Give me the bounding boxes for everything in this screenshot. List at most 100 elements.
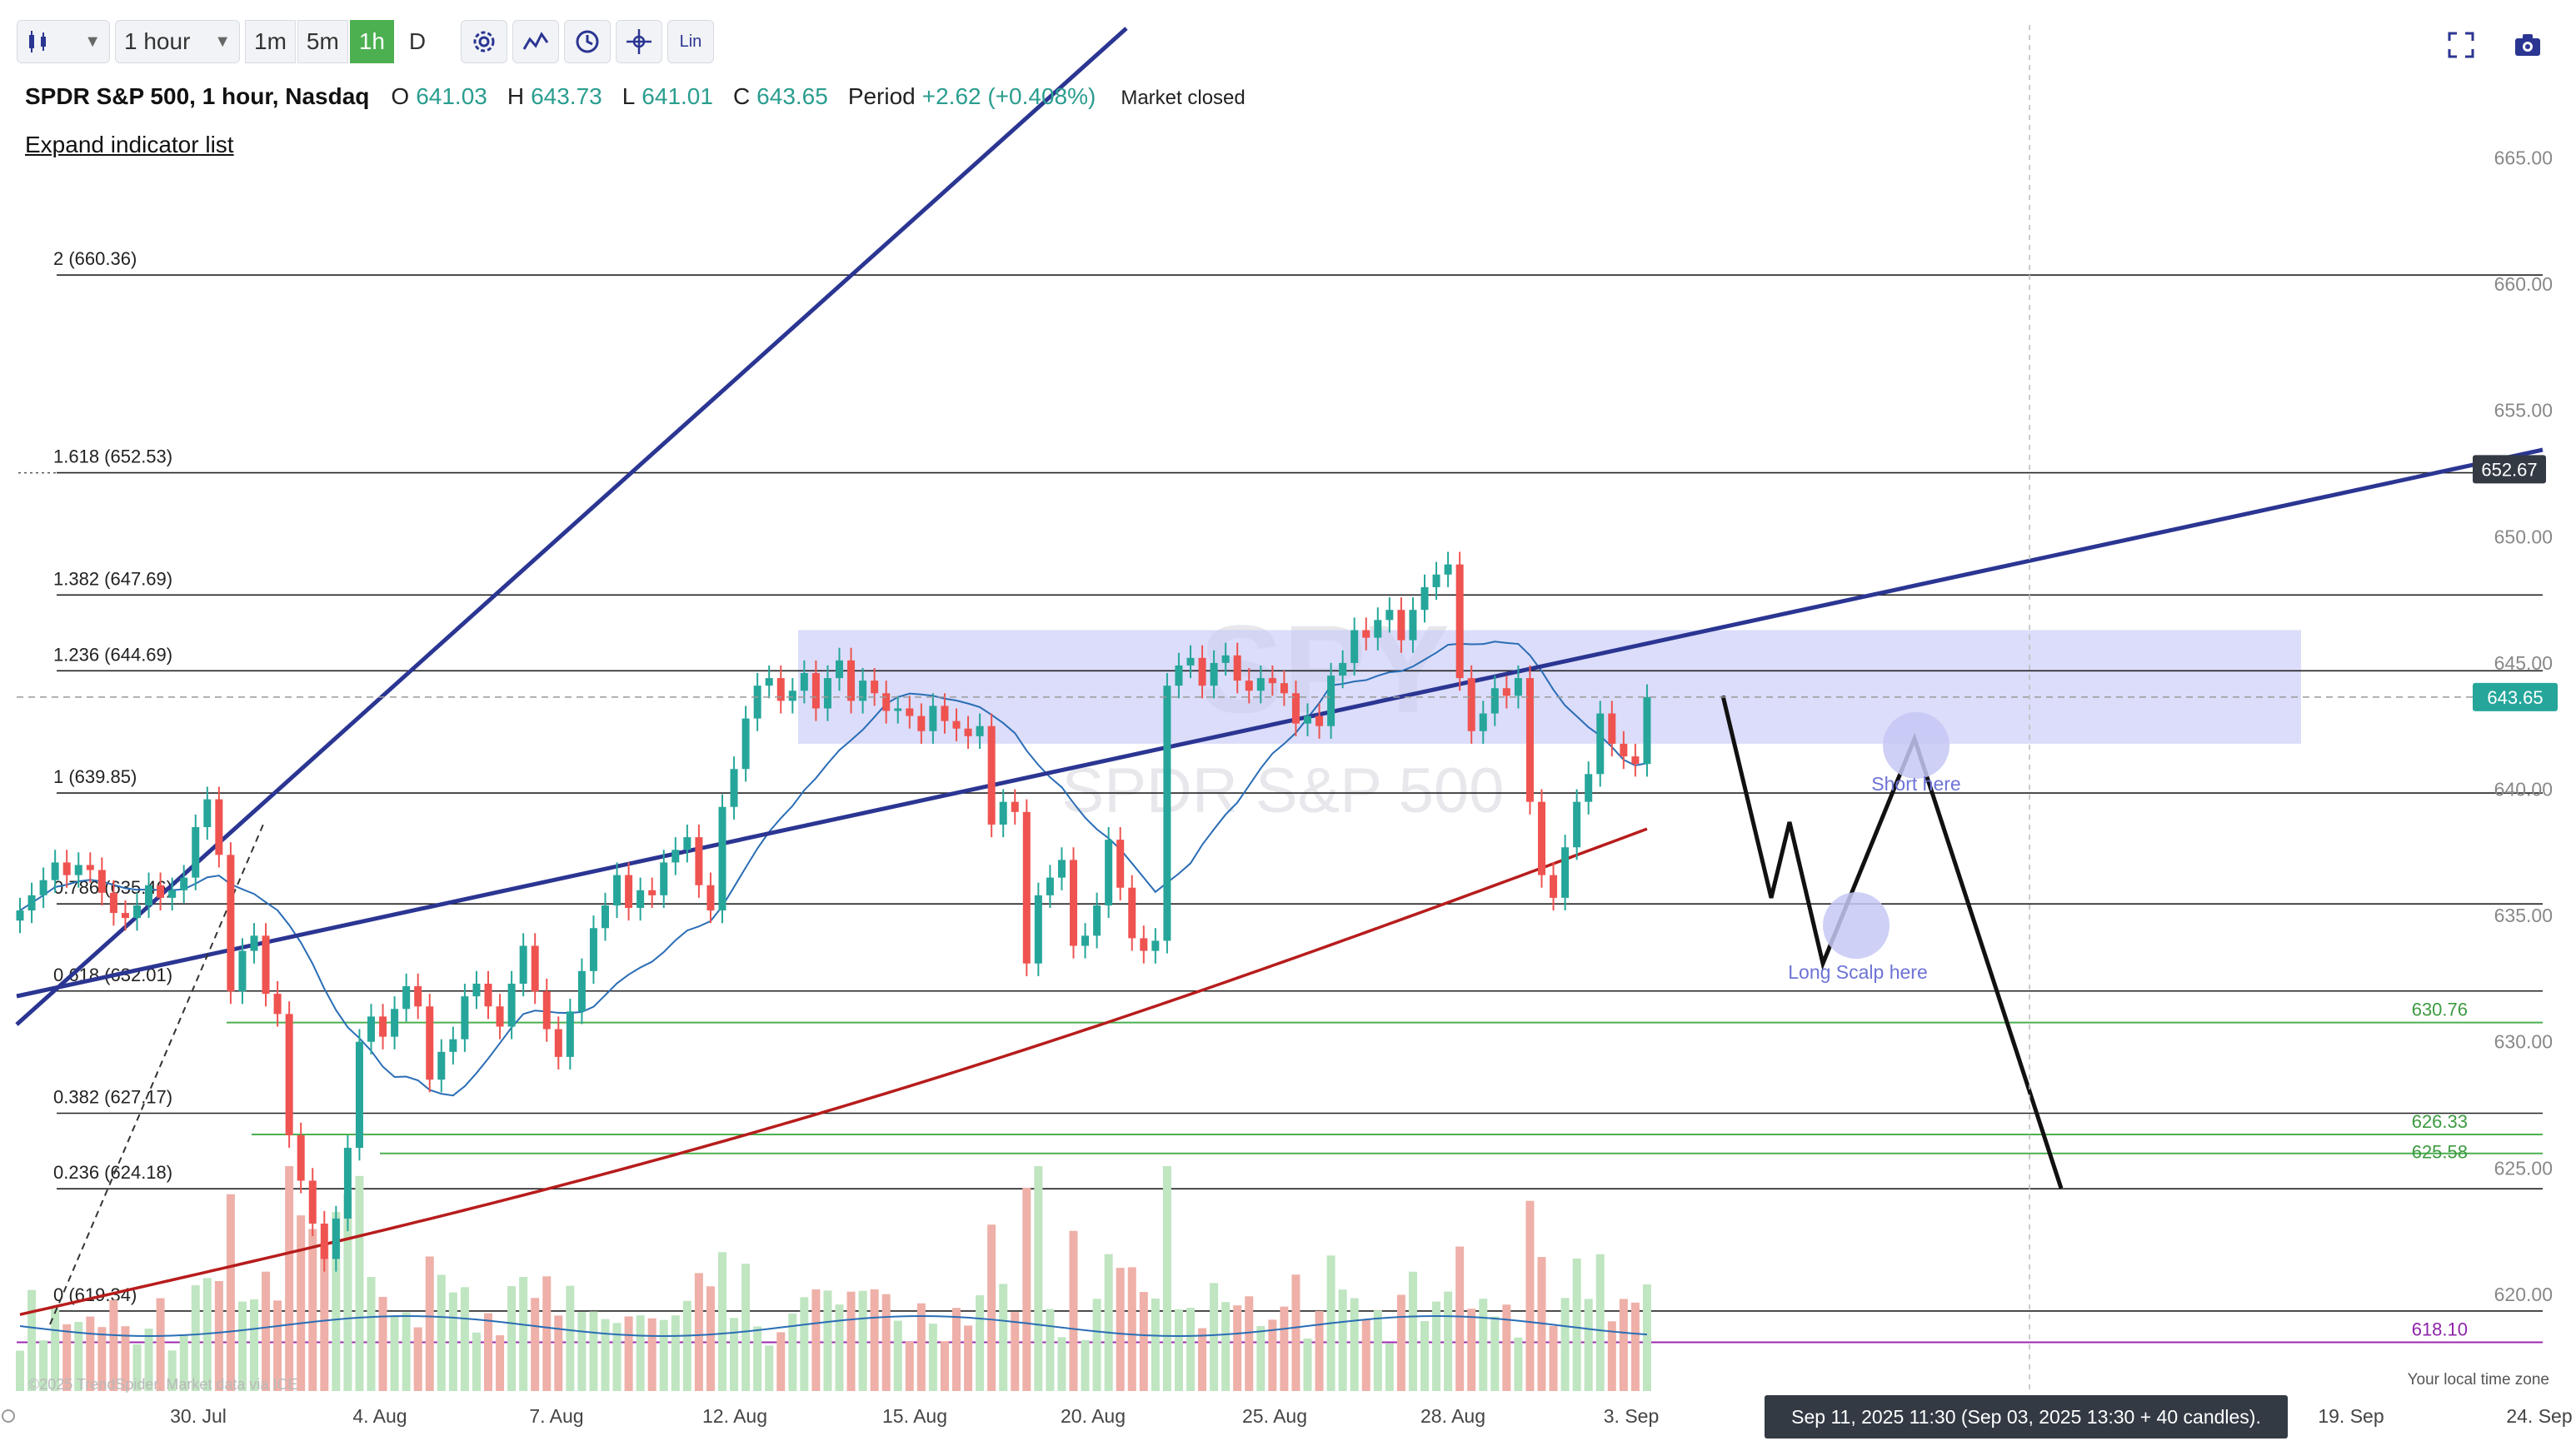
candle-body bbox=[1573, 801, 1581, 848]
volume-bar bbox=[1303, 1339, 1312, 1391]
candle-body bbox=[999, 801, 1007, 825]
y-tick-label: 640.00 bbox=[2494, 779, 2553, 800]
screenshot-button[interactable] bbox=[2513, 30, 2543, 60]
candle-body bbox=[776, 678, 785, 701]
timeframe-5m-button[interactable]: 5m bbox=[297, 20, 348, 63]
candle-body bbox=[648, 890, 656, 895]
volume-bar bbox=[612, 1323, 622, 1391]
fullscreen-icon bbox=[2448, 32, 2474, 58]
volume-bar bbox=[1174, 1309, 1183, 1391]
time-axis[interactable]: 30. Jul 4. Aug 7. Aug 12. Aug 15. Aug 20. Aug… bbox=[2, 1405, 2573, 1427]
candle-body bbox=[683, 837, 691, 850]
projection-path[interactable]: Short here Long Scalp here bbox=[1720, 695, 2064, 1189]
moving-averages bbox=[19, 641, 1648, 1316]
ohlc-info: SPDR S&P 500, 1 hour, Nasdaq O 641.03 H … bbox=[25, 83, 1246, 110]
candle-body bbox=[1128, 887, 1136, 939]
candle-body bbox=[1397, 610, 1405, 641]
indicators-button[interactable] bbox=[512, 20, 559, 63]
price-marker-label: 652.67 bbox=[2481, 459, 2537, 480]
candle-body bbox=[472, 983, 481, 997]
symbol-title[interactable]: SPDR S&P 500, 1 hour, Nasdaq bbox=[25, 83, 370, 109]
volume-bar bbox=[343, 1193, 352, 1391]
interval-select[interactable]: 1 hour ▼ bbox=[115, 20, 240, 63]
y-tick-label: 645.00 bbox=[2494, 652, 2553, 674]
fib-label: 1.382 (647.69) bbox=[53, 568, 172, 589]
volume-bar bbox=[916, 1303, 926, 1391]
expand-indicator-list-link[interactable]: Expand indicator list bbox=[25, 132, 234, 157]
volume-bar bbox=[519, 1277, 528, 1391]
support-label: 625.58 bbox=[2412, 1142, 2468, 1163]
candle-body bbox=[753, 686, 761, 719]
candle-body bbox=[262, 935, 270, 995]
support-label: 626.33 bbox=[2412, 1111, 2468, 1132]
open-value: 641.03 bbox=[416, 83, 487, 109]
volume-bar bbox=[156, 1298, 165, 1391]
volume-bar bbox=[999, 1284, 1008, 1391]
candle-body bbox=[121, 913, 129, 919]
volume-bar bbox=[1502, 1304, 1511, 1391]
candle-body bbox=[379, 1016, 387, 1037]
zone-rect bbox=[798, 630, 2301, 744]
candle-body bbox=[976, 726, 984, 736]
candle-body bbox=[1315, 716, 1324, 726]
volume-bar bbox=[237, 1301, 247, 1391]
timeframe-d-button[interactable]: D bbox=[395, 20, 439, 63]
candle-body bbox=[27, 895, 36, 911]
volume-bar bbox=[1514, 1337, 1523, 1391]
close-label: C bbox=[732, 83, 751, 109]
volume-bar bbox=[647, 1318, 656, 1391]
candle-body bbox=[1339, 662, 1347, 676]
scale-toggle-button[interactable]: Lin bbox=[666, 20, 714, 63]
volume-bar bbox=[577, 1312, 587, 1391]
candle-body bbox=[238, 950, 247, 992]
volume-bar bbox=[1139, 1292, 1148, 1391]
timeframe-1h-button[interactable]: 1h bbox=[349, 20, 394, 63]
chart-type-select[interactable]: ▼ bbox=[17, 20, 110, 63]
high-value: 643.73 bbox=[531, 83, 602, 109]
candle-body bbox=[519, 945, 527, 984]
timezone-label[interactable]: Your local time zone bbox=[2407, 1371, 2549, 1389]
crosshair-button[interactable] bbox=[615, 20, 662, 63]
volume-bar bbox=[1011, 1312, 1020, 1391]
last-price-badge bbox=[2473, 682, 2558, 711]
candle-body bbox=[273, 994, 282, 1015]
candle-body bbox=[1327, 676, 1335, 726]
candle-body bbox=[660, 862, 668, 895]
candle-body bbox=[894, 708, 902, 711]
volume-bar bbox=[741, 1264, 751, 1391]
volume-bar bbox=[226, 1194, 235, 1391]
resistance-zone[interactable] bbox=[798, 630, 2301, 744]
candle-body bbox=[402, 985, 411, 1010]
fullscreen-button[interactable] bbox=[2446, 30, 2476, 60]
volume-bar bbox=[800, 1297, 809, 1391]
volume-bar bbox=[1584, 1299, 1593, 1391]
last-price-label: 643.65 bbox=[2487, 687, 2543, 708]
candle-body bbox=[987, 726, 996, 825]
volume-bar bbox=[1490, 1316, 1500, 1391]
close-value: 643.65 bbox=[756, 83, 828, 109]
volume-bar bbox=[1338, 1289, 1347, 1391]
volume-bar bbox=[297, 1215, 306, 1391]
volume-bar bbox=[659, 1319, 668, 1391]
x-tick-label: 24. Sep bbox=[2506, 1405, 2572, 1427]
volume-bar bbox=[1256, 1325, 1266, 1391]
clock-button[interactable] bbox=[563, 20, 611, 63]
volume-bar bbox=[448, 1292, 457, 1391]
fibonacci-levels[interactable]: 2 (660.36) 1.618 (652.53) 1.382 (647.69) 1.… bbox=[18, 248, 2543, 1312]
period-label: Period bbox=[847, 83, 916, 109]
candle-body bbox=[1081, 935, 1090, 946]
volume-bar bbox=[1210, 1283, 1219, 1391]
price-axis[interactable]: 620.00 625.00 630.00 635.00 640.00 645.00 650.… bbox=[17, 25, 2558, 1393]
candle-body bbox=[180, 877, 188, 890]
volume-bar bbox=[484, 1313, 492, 1391]
volume-bar bbox=[835, 1304, 844, 1391]
candle-body bbox=[343, 1148, 352, 1219]
timeframe-1m-button[interactable]: 1m bbox=[245, 20, 296, 63]
candle-body bbox=[531, 945, 539, 992]
candle-body bbox=[1550, 875, 1558, 898]
volume-bar bbox=[858, 1290, 867, 1391]
volume-bar bbox=[1432, 1301, 1441, 1391]
settings-button[interactable] bbox=[460, 20, 507, 63]
candle-body bbox=[566, 1011, 574, 1057]
